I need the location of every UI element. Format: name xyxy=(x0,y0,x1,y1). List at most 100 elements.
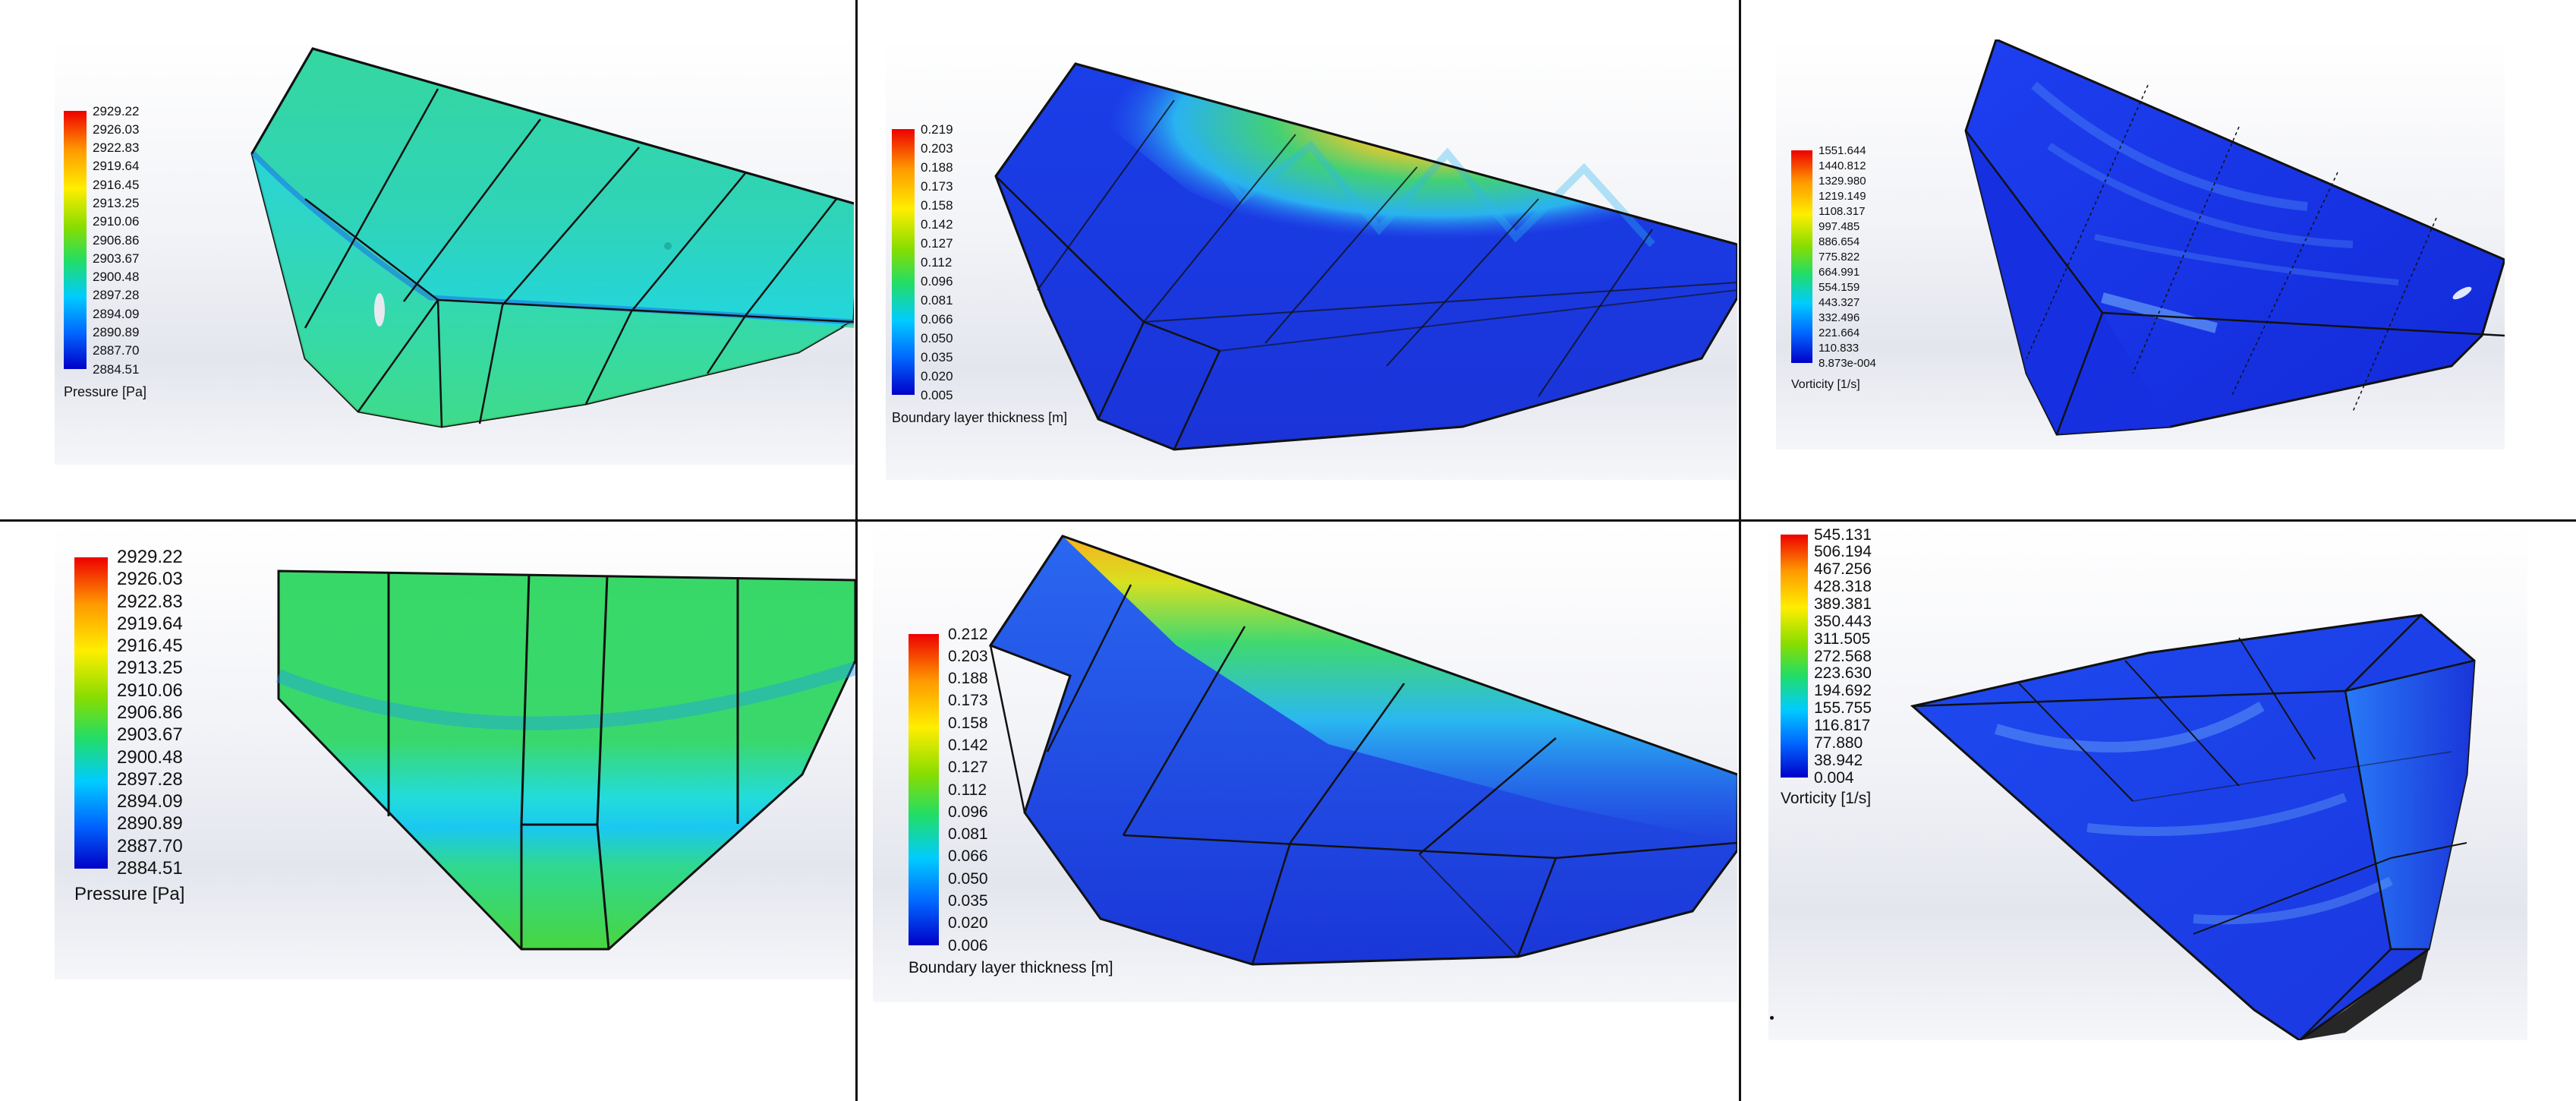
colorbar-tick-label: 2890.89 xyxy=(117,813,183,834)
divider-horizontal xyxy=(0,519,2576,522)
colorbar xyxy=(64,111,87,369)
colorbar xyxy=(1791,150,1812,363)
colorbar-tick-label: 0.212 xyxy=(948,625,988,643)
colorbar-tick-label: 0.158 xyxy=(921,197,953,213)
colorbar-tick-label: 38.942 xyxy=(1814,751,1863,769)
panel-boundary-layer-top: 0.219 0.203 0.188 0.173 0.158 0.142 0.127 0.112… xyxy=(886,39,1737,480)
colorbar-tick-label: 0.081 xyxy=(948,825,988,844)
colorbar-tick-label: 0.004 xyxy=(1814,768,1854,787)
colorbar-tick-label: 2919.64 xyxy=(93,159,140,174)
colorbar-tick-label: 350.443 xyxy=(1814,612,1872,630)
colorbar-tick-label: 0.096 xyxy=(948,803,988,821)
colorbar-tick-label: 1551.644 xyxy=(1819,144,1866,157)
colorbar-tick-label: 1108.317 xyxy=(1819,204,1866,218)
colorbar-tick-label: 2906.86 xyxy=(93,232,140,248)
colorbar-tick-label: 0.173 xyxy=(921,178,953,194)
colorbar-tick-label: 0.005 xyxy=(921,387,953,402)
colorbar-tick-label: 389.381 xyxy=(1814,595,1872,613)
panel-pressure-top: 2929.22 2926.03 2922.83 2919.64 2916.45 2913.… xyxy=(55,39,854,465)
colorbar-tick-label: 272.568 xyxy=(1814,647,1872,665)
colorbar-tick-label: 506.194 xyxy=(1814,543,1872,561)
colorbar-tick-label: 428.318 xyxy=(1814,578,1872,596)
colorbar-tick-label: 0.081 xyxy=(921,292,953,308)
colorbar-tick-label: 2913.25 xyxy=(93,195,140,210)
boundary-layer-surface-top xyxy=(994,62,1737,451)
colorbar-tick-label: 2884.51 xyxy=(93,361,140,377)
colorbar-tick-label: 467.256 xyxy=(1814,560,1872,579)
legend-title: Vorticity [1/s] xyxy=(1781,790,1872,807)
vorticity-surface-top xyxy=(1964,39,2505,436)
colorbar-tick-label: 2887.70 xyxy=(117,835,183,857)
colorbar-tick-label: 0.035 xyxy=(921,349,953,364)
colorbar-tick-label: 0.188 xyxy=(948,670,988,688)
colorbar-tick-label: 0.066 xyxy=(921,311,953,327)
stray-dot xyxy=(1770,1016,1774,1020)
colorbar xyxy=(892,129,915,395)
colorbar-tick-label: 2903.67 xyxy=(93,251,140,266)
divider-vertical-left xyxy=(855,0,858,1101)
colorbar-tick-label: 775.822 xyxy=(1819,250,1860,263)
panel-pressure-bottom: 2929.22 2926.03 2922.83 2919.64 2916.45 2913.… xyxy=(55,524,855,980)
colorbar-tick-label: 0.173 xyxy=(948,692,988,710)
colorbar-tick-label: 194.692 xyxy=(1814,682,1872,700)
colorbar-tick-label: 886.654 xyxy=(1819,235,1860,248)
legend-title: Pressure [Pa] xyxy=(64,384,147,399)
colorbar-tick-label: 2903.67 xyxy=(117,724,183,746)
boundary-layer-surface-bottom xyxy=(988,535,1737,966)
legend-title: Boundary layer thickness [m] xyxy=(909,959,1113,976)
colorbar-tick-label: 2894.09 xyxy=(117,791,183,812)
colorbar-tick-label: 0.020 xyxy=(948,914,988,932)
colorbar-tick-label: 997.485 xyxy=(1819,219,1860,233)
panel-boundary-layer-bottom: 0.212 0.203 0.188 0.173 0.158 0.142 0.127 0.112… xyxy=(873,524,1737,1002)
colorbar-tick-label: 2929.22 xyxy=(93,103,140,118)
colorbar-tick-label: 2894.09 xyxy=(93,306,140,321)
colorbar-tick-label: 0.219 xyxy=(921,121,953,137)
legend-title: Boundary layer thickness [m] xyxy=(892,410,1068,425)
colorbar-tick-label: 2910.06 xyxy=(117,680,183,701)
colorbar-tick-label: 545.131 xyxy=(1814,525,1872,544)
colorbar-tick-label: 2910.06 xyxy=(93,214,140,229)
colorbar-tick-label: 0.006 xyxy=(948,936,988,954)
colorbar-tick-label: 2922.83 xyxy=(93,140,140,156)
colorbar-tick-label: 2900.48 xyxy=(93,270,140,285)
panel-vorticity-bottom: 545.131 506.194 467.256 428.318 389.381 350.4… xyxy=(1768,524,2527,1040)
divider-vertical-right xyxy=(1739,0,1741,1101)
colorbar-tick-label: 1440.812 xyxy=(1819,159,1866,172)
colorbar-tick-label: 0.188 xyxy=(921,159,953,175)
colorbar-tick-label: 1329.980 xyxy=(1819,174,1866,188)
colorbar-tick-label: 2926.03 xyxy=(117,569,183,590)
colorbar-tick-label: 0.035 xyxy=(948,891,988,910)
colorbar-tick-label: 2929.22 xyxy=(117,547,183,567)
colorbar-tick-label: 0.096 xyxy=(921,273,953,289)
colorbar-tick-label: 1219.149 xyxy=(1819,189,1866,203)
colorbar-tick-label: 0.203 xyxy=(921,140,953,156)
pressure-surface-top xyxy=(250,47,854,428)
colorbar-tick-label: 0.020 xyxy=(921,368,953,383)
legend-title: Vorticity [1/s] xyxy=(1791,378,1860,391)
colorbar-tick-label: 110.833 xyxy=(1819,341,1860,355)
colorbar-tick-label: 8.873e-004 xyxy=(1819,356,1876,370)
colorbar-tick-label: 0.066 xyxy=(948,847,988,866)
colorbar-tick-label: 2919.64 xyxy=(117,613,183,634)
colorbar-tick-label: 311.505 xyxy=(1814,629,1871,648)
legend-title: Pressure [Pa] xyxy=(74,884,185,904)
colorbar-tick-label: 0.203 xyxy=(948,647,988,665)
colorbar-tick-label: 2922.83 xyxy=(117,591,183,612)
colorbar-tick-label: 0.112 xyxy=(948,781,987,799)
colorbar-tick-label: 2906.86 xyxy=(117,702,183,723)
colorbar-tick-label: 0.127 xyxy=(948,759,988,777)
panel-vorticity-top: 1551.644 1440.812 1329.980 1219.149 1108.317… xyxy=(1776,39,2505,450)
colorbar-tick-label: 2897.28 xyxy=(117,768,183,790)
colorbar-tick-label: 0.112 xyxy=(921,254,953,270)
colorbar-tick-label: 0.127 xyxy=(921,235,953,251)
colorbar-tick-label: 2926.03 xyxy=(93,121,140,137)
colorbar-tick-label: 223.630 xyxy=(1814,664,1872,683)
colorbar xyxy=(74,557,108,869)
colorbar xyxy=(1781,535,1808,778)
colorbar-tick-label: 221.664 xyxy=(1819,326,1860,339)
colorbar-tick-label: 332.496 xyxy=(1819,311,1860,324)
colorbar-tick-label: 116.817 xyxy=(1814,716,1871,734)
colorbar-tick-label: 664.991 xyxy=(1819,265,1860,279)
colorbar-tick-label: 2916.45 xyxy=(93,177,140,192)
